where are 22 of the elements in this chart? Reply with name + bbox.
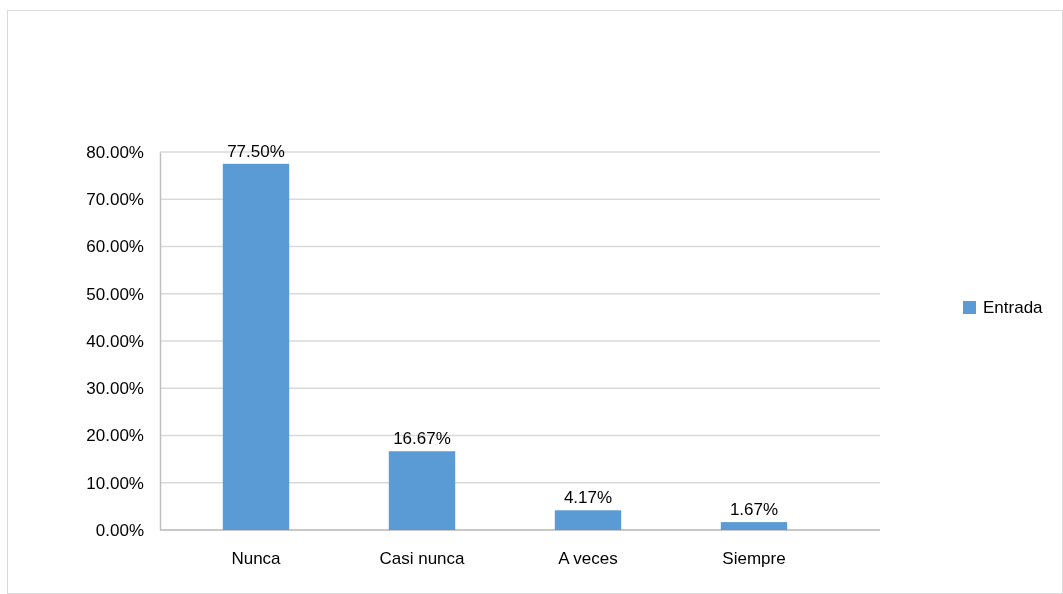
x-tick-label: Nunca xyxy=(231,549,282,569)
x-tick-label: Casi nunca xyxy=(379,549,466,569)
y-tick-label: 70.00% xyxy=(86,190,144,210)
y-tick-label: 30.00% xyxy=(86,379,144,399)
data-label: 1.67% xyxy=(729,500,779,520)
y-tick-label: 80.00% xyxy=(86,142,144,162)
data-label: 4.17% xyxy=(563,488,613,508)
bar xyxy=(222,163,290,530)
bar xyxy=(720,522,788,530)
data-label: 16.67% xyxy=(393,429,451,449)
y-tick-label: 20.00% xyxy=(86,426,144,446)
bar xyxy=(388,451,456,530)
y-tick-label: 50.00% xyxy=(86,284,144,304)
y-tick-label: 0.00% xyxy=(95,520,144,540)
y-tick-label: 40.00% xyxy=(86,331,144,351)
y-tick-label: 10.00% xyxy=(86,473,144,493)
x-tick-label: A veces xyxy=(558,549,618,569)
legend-label: Entrada xyxy=(983,297,1044,317)
bar xyxy=(554,510,622,530)
x-tick-label: Siempre xyxy=(722,549,786,569)
y-tick-label: 60.00% xyxy=(86,237,144,257)
data-label: 77.50% xyxy=(227,141,285,161)
